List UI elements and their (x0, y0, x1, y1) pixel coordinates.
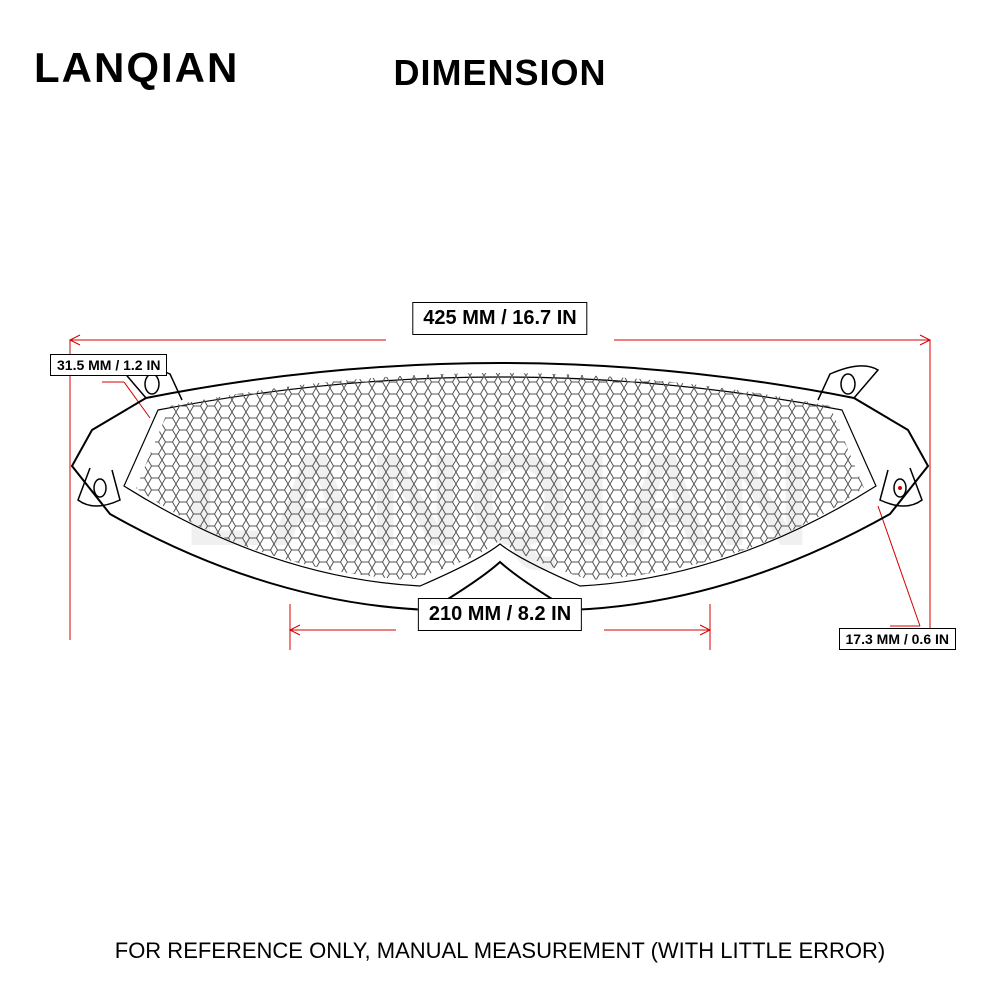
dimension-diagram: 425 MM / 16.7 IN 31.5 MM / 1.2 IN 210 MM… (50, 310, 950, 750)
footer-note: FOR REFERENCE ONLY, MANUAL MEASUREMENT (… (115, 938, 886, 964)
dim-hole-right: 17.3 MM / 0.6 IN (839, 628, 956, 650)
dim-width-top: 425 MM / 16.7 IN (412, 302, 587, 335)
dim-tab-left: 31.5 MM / 1.2 IN (50, 354, 167, 376)
dim-width-bottom: 210 MM / 8.2 IN (418, 598, 582, 631)
page-title: DIMENSION (393, 52, 606, 94)
diagram-svg (50, 310, 950, 750)
tab-upper-right (818, 366, 878, 400)
brand-logo: LANQIAN (34, 44, 239, 92)
leader-hole-right (878, 506, 920, 626)
